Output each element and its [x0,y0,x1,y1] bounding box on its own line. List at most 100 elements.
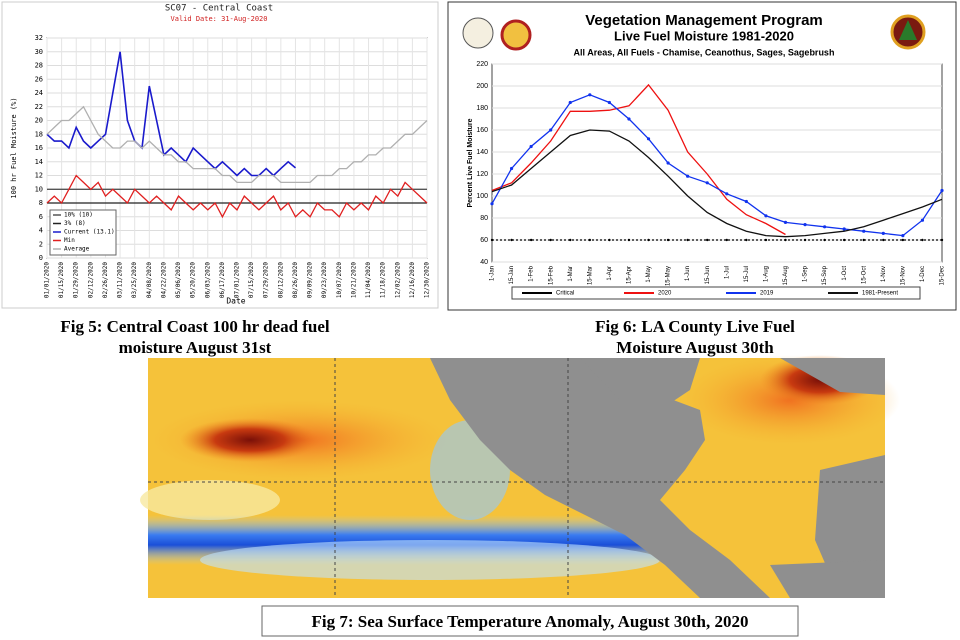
chart-title: SC07 - Central Coast [165,4,273,14]
y-tick-label: 8 [39,199,43,207]
series-marker [627,117,631,121]
series-line [491,83,786,236]
x-tick-label: 1-Jun [685,266,691,281]
series-marker [881,231,885,235]
series-marker [529,238,533,242]
series-marker [882,238,885,242]
y-tick-label: 18 [35,130,43,138]
map-land [770,560,885,598]
x-tick-label: 01/01/2020 [44,262,51,299]
y-tick-label: 20 [35,117,43,125]
x-tick-label: 06/03/2020 [204,262,211,299]
series-marker [823,238,826,242]
series-marker [607,100,611,105]
y-tick-label: 80 [480,215,488,222]
x-tick-label: 08/26/2020 [292,262,299,299]
x-tick-label: 05/06/2020 [175,262,182,299]
y-tick-label: 30 [35,48,43,56]
x-tick-label: 07/15/2020 [248,262,255,299]
y-tick-label: 2 [39,240,43,248]
fig5-frame [1,1,439,309]
series-marker [549,238,552,242]
series-marker [842,238,846,242]
series-marker [686,174,690,178]
series-marker [725,192,729,196]
y-axis-label: 100 hr Fuel Moisture (%) [10,97,18,198]
y-tick-label: 26 [35,75,43,83]
x-tick-label: 15-Aug [783,266,789,285]
x-tick-label: 05/20/2020 [190,262,197,299]
x-tick-label: 1-Aug [763,266,769,282]
legend-label: 10% (10) [64,212,93,219]
series-marker [803,238,807,242]
logos [462,14,926,51]
y-tick-label: 100 [476,193,488,200]
map-land [780,358,885,395]
y-tick-label: 160 [476,127,488,134]
caption: Fig 5: Central Coast 100 hr dead fuel mo… [60,317,330,357]
logo [500,19,532,51]
series-marker [627,238,631,242]
series-line [46,105,428,184]
series-marker [901,234,905,238]
series-line [46,174,428,219]
map-land [430,358,770,598]
x-tick-label: 10/07/2020 [336,262,343,299]
x-tick-label: 1-Mar [568,266,574,282]
y-tick-label: 6 [39,213,43,221]
x-tick-label: 15-Jun [705,266,711,284]
series-marker [549,128,553,132]
y-tick-label: 4 [39,227,43,235]
x-tick-label: 07/01/2020 [234,262,241,299]
series-marker [588,93,592,97]
map-anomaly [180,418,320,462]
x-tick-label: 03/11/2020 [117,262,124,299]
y-tick-label: 140 [476,149,488,156]
legend-label: Min [64,237,75,244]
series-marker [568,100,572,105]
series-marker [784,238,787,242]
x-tick-label: 1-Sep [803,265,809,282]
series-marker [842,227,846,231]
series-marker [901,238,905,242]
series-marker [823,225,827,229]
x-tick-label: 1-Jan [490,266,496,281]
y-tick-label: 0 [39,254,43,262]
legend-label: 3% (8) [64,220,86,227]
x-tick-label: 11/18/2020 [380,262,387,299]
series-line [491,94,943,237]
x-tick-label: 15-Mar [587,266,593,285]
series-marker [647,238,650,242]
caption: Fig 6: LA County Live Fuel Moisture Augu… [595,317,795,357]
x-tick-label: 1-May [646,266,652,283]
y-axis-label: Percent Live Fuel Moisture [467,118,474,207]
x-tick-label: 15-Sep [822,265,828,285]
series-marker [783,220,788,224]
series-marker [803,223,807,227]
series-marker [588,238,592,242]
x-tick-label: 07/29/2020 [263,262,270,299]
x-tick-label: 12/02/2020 [394,262,401,299]
x-tick-label: 15-Feb [548,265,554,285]
legend-label: Average [64,246,90,253]
x-tick-label: 12/30/2020 [424,262,431,299]
y-tick-label: 40 [480,259,488,266]
y-tick-label: 60 [480,237,488,244]
series-marker [862,229,866,233]
x-tick-label: 01/29/2020 [73,262,80,299]
series-marker [940,238,944,242]
series-marker [569,238,572,242]
map-land [580,358,700,410]
x-tick-label: 15-Apr [627,266,633,284]
y-tick-label: 16 [35,144,43,152]
series-line [46,51,297,177]
x-tick-label: 1-Feb [529,265,535,281]
x-tick-label: 11/04/2020 [365,262,372,299]
x-tick-label: 15-Oct [861,266,867,284]
x-tick-label: 04/22/2020 [160,262,167,299]
x-tick-label: 08/12/2020 [277,262,284,299]
series-marker [764,238,768,242]
legend-label: 1981-Present [862,291,898,297]
x-tick-label: 03/25/2020 [131,262,138,299]
x-tick-label: 04/08/2020 [146,262,153,299]
